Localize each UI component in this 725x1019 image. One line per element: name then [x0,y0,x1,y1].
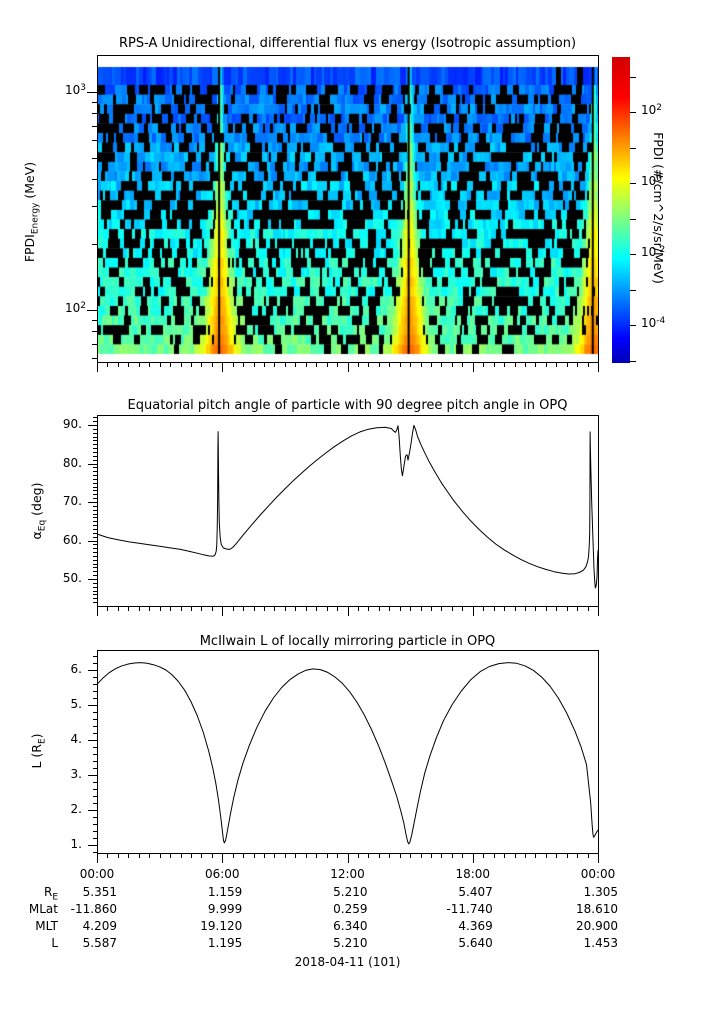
x-tick-label: 00:00 [580,867,616,881]
lshell-y-tick-label: 2. [70,801,82,816]
flux-y-axis-label: FPDIEnergy (MeV) [22,161,41,263]
colorbar-tick-label: 102 [641,103,663,117]
table-row-label: RE [43,885,58,903]
table-row-label: L [51,936,58,950]
colorbar-label: FPDI (#/cm^2/s/sr/MeV) [651,132,666,284]
table-cell: -11.860 [70,902,117,916]
table-cell: 18.610 [576,902,618,916]
table-cell: 4.369 [458,919,493,933]
lshell-panel-frame [97,650,599,854]
table-row-label: MLT [35,919,58,933]
table-cell: 5.351 [82,885,117,899]
pitch-y-tick-label: 50. [62,571,82,586]
lshell-y-tick-label: 3. [70,766,82,781]
table-cell: 20.900 [576,919,618,933]
table-cell: 0.259 [333,902,368,916]
lshell-curve [96,662,599,845]
colorbar-tick-label: 10-4 [641,316,666,330]
table-cell: 1.305 [583,885,618,899]
flux-y-tick-label: 103 [64,83,86,97]
table-row-label: MLat [28,902,58,916]
lshell-y-tick-label: 6. [70,661,82,676]
table-cell: 1.195 [207,936,243,950]
flux-panel-title: RPS-A Unidirectional, differential flux … [118,36,577,51]
pitch-y-tick-label: 80. [62,455,82,470]
table-cell: 1.453 [583,936,618,950]
flux-spectrogram-canvas [97,55,598,362]
pitch-angle-curve [96,424,599,589]
table-cell: 19.120 [200,919,243,933]
pitch-y-tick-label: 60. [62,532,82,547]
table-cell: 5.210 [333,936,368,950]
x-tick-label: 18:00 [455,867,491,881]
colorbar-canvas [612,57,630,363]
x-tick-label: 00:00 [79,867,115,881]
table-cell: 5.640 [458,936,493,950]
colorbar-tick-label: 10-2 [641,245,666,259]
pitch-y-tick-label: 70. [62,494,82,509]
pitch-y-tick-label: 90. [62,417,82,431]
x-tick-label: 06:00 [204,867,240,881]
table-cell: 5.407 [458,885,493,899]
colorbar-tick-label: 100 [641,174,663,188]
flux-y-tick-label: 102 [64,301,86,315]
table-cell: 5.210 [333,885,368,899]
lshell-y-tick-label: 4. [70,731,82,746]
pitch-panel-frame [97,415,599,607]
date-label: 2018-04-11 (101) [294,955,401,969]
table-cell: 1.159 [207,885,243,899]
table-cell: 5.587 [82,936,117,950]
table-cell: 4.209 [82,919,117,933]
pitch-y-axis-label: αEq (deg) [29,482,48,540]
lshell-y-tick-label: 5. [70,696,82,711]
table-cell: -11.740 [446,902,493,916]
lshell-panel-title: McIlwain L of locally mirroring particle… [199,634,496,649]
table-cell: 6.340 [333,919,368,933]
x-tick-label: 12:00 [330,867,365,881]
pitch-panel-title: Equatorial pitch angle of particle with … [127,398,568,413]
lshell-y-tick-label: 1. [70,836,82,851]
table-cell: 9.999 [207,902,243,916]
